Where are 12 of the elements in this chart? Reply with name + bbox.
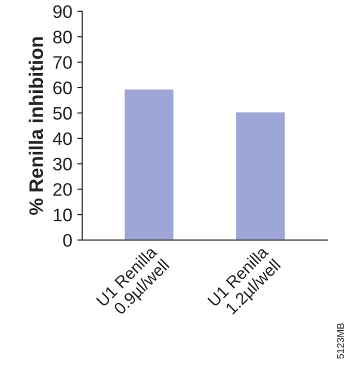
text: 5123MB [336,323,344,359]
y-tick-label: 70 [53,56,72,69]
y-axis-title: % Renilla inhibition [28,37,44,215]
y-tick-label: 50 [53,106,72,120]
y-tick-label: 90 [53,5,72,18]
y-tick-label: 10 [54,208,72,222]
y-tick-label: 40 [52,132,72,146]
y-tick-label: 20 [53,183,72,196]
y-tick-label: 30 [53,158,72,171]
y-tick-label: 60 [53,82,72,94]
y-tick-label: 0 [63,234,72,247]
y-tick-label: 80 [53,30,72,44]
